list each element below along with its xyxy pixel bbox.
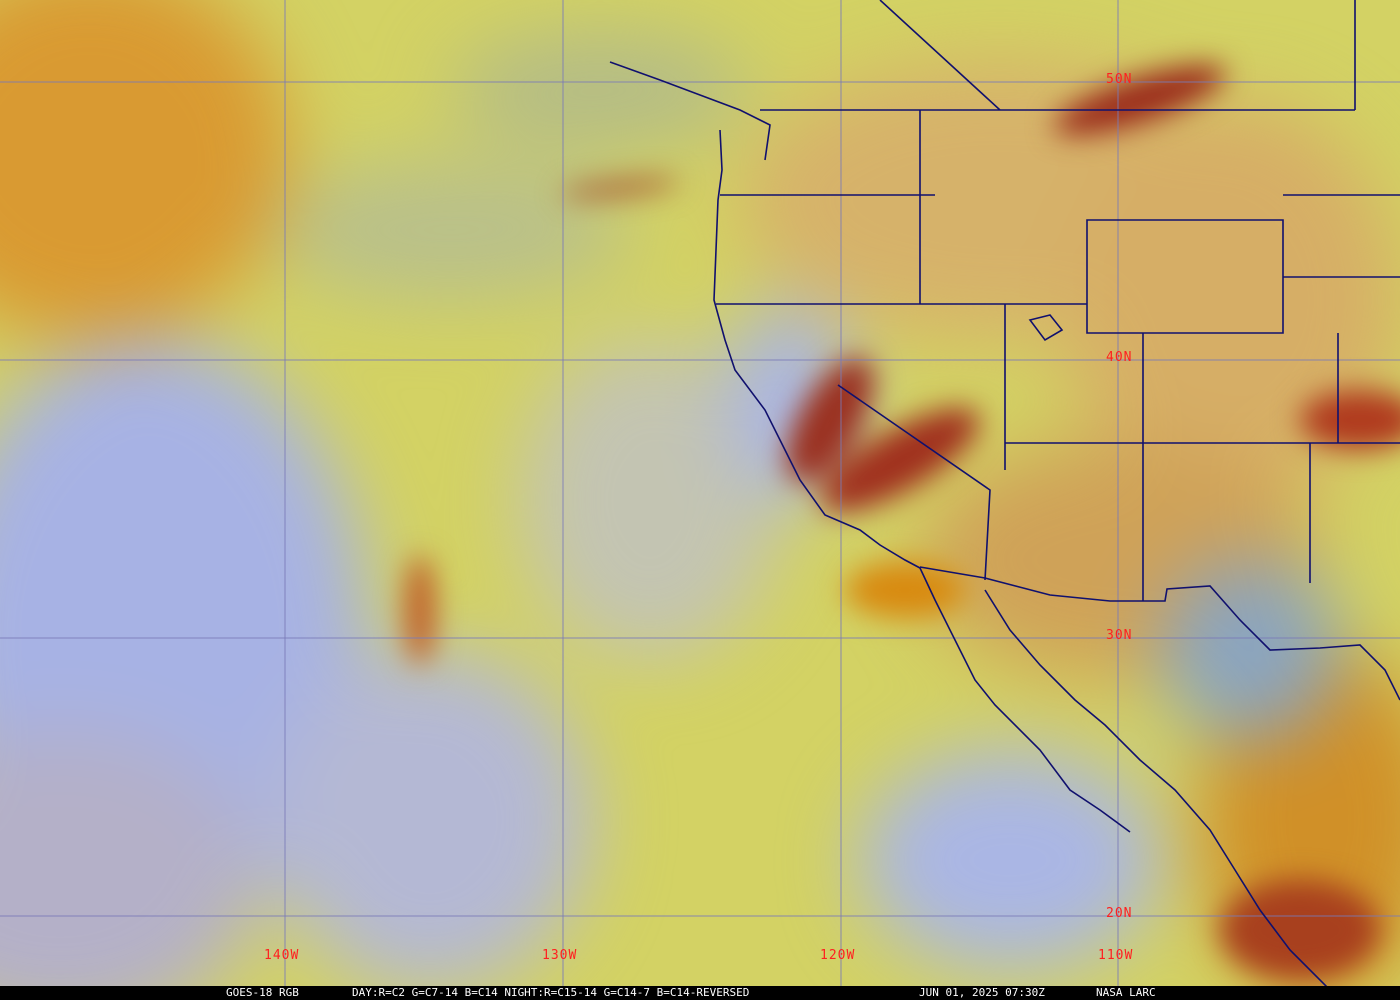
lat-label-50n: 50N — [1106, 72, 1133, 87]
caption-datetime: JUN 01, 2025 07:30Z — [919, 986, 1045, 999]
coastlines-and-borders — [609, 0, 1400, 986]
caption-product: GOES-18 RGB — [226, 986, 299, 999]
lon-label-140w: 140W — [264, 948, 300, 963]
lat-label-30n: 30N — [1106, 628, 1133, 643]
lon-label-110w: 110W — [1098, 948, 1134, 963]
image-caption-bar: GOES-18 RGB DAY:R=C2 G=C7-14 B=C14 NIGHT… — [0, 986, 1400, 1000]
caption-source: NASA LARC — [1096, 986, 1156, 999]
caption-recipe: DAY:R=C2 G=C7-14 B=C14 NIGHT:R=C15-14 G=… — [352, 986, 750, 999]
lat-label-40n: 40N — [1106, 350, 1133, 365]
lon-label-130w: 130W — [542, 948, 578, 963]
lon-label-120w: 120W — [820, 948, 856, 963]
high-cloud-features — [405, 65, 1400, 980]
lat-label-20n: 20N — [1106, 906, 1133, 921]
